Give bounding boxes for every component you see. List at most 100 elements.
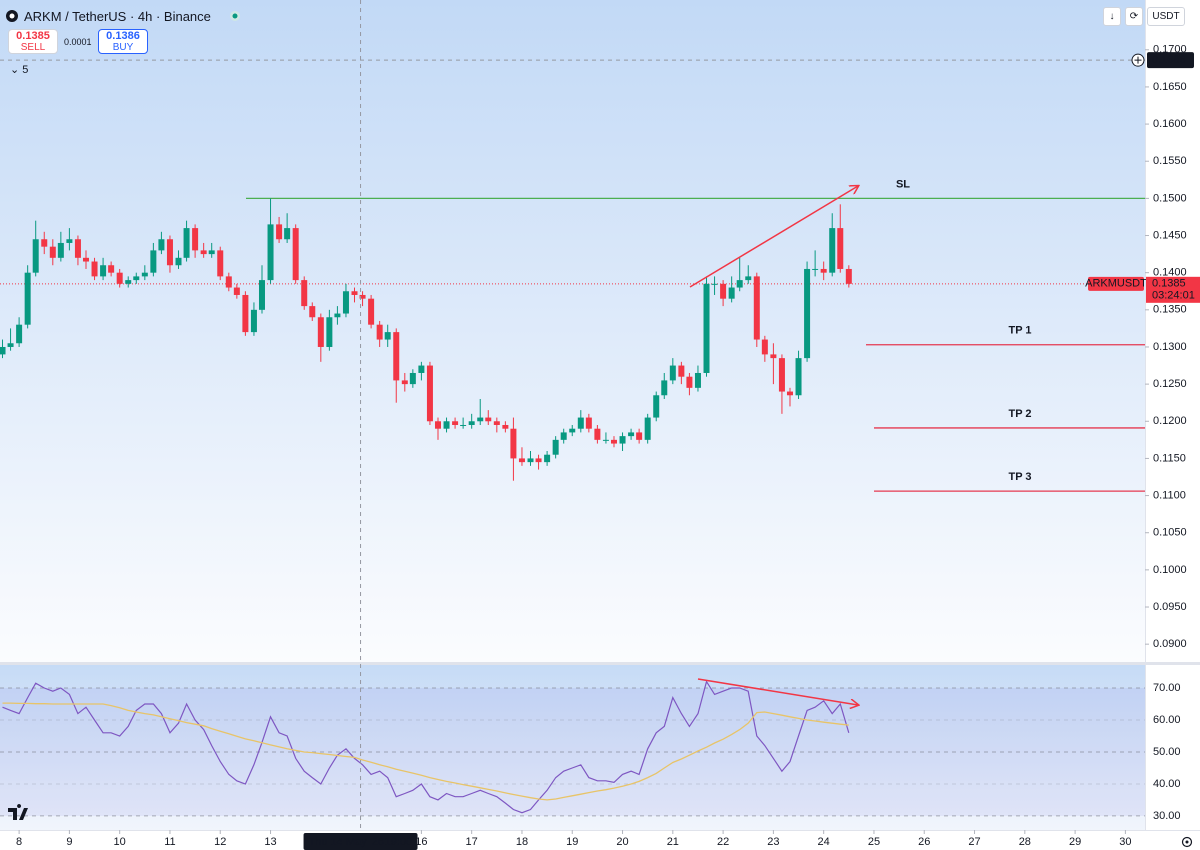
time-tick-label: 12 [214, 836, 226, 848]
price-tick-label: 0.0950 [1153, 601, 1187, 613]
level-label: TP 1 [1008, 325, 1031, 337]
candle-body [686, 376, 693, 388]
currency-button[interactable]: USDT [1147, 7, 1185, 26]
candle-body [334, 313, 341, 318]
rsi-tick-label: 50.00 [1153, 746, 1181, 758]
time-tick-label: 26 [918, 836, 930, 848]
candle-body [66, 239, 73, 243]
time-tick-label: 28 [1019, 836, 1031, 848]
candle-body [100, 265, 107, 277]
crosshair-y-box [1147, 52, 1194, 69]
candle-body [376, 324, 383, 340]
candle-body [401, 380, 408, 385]
rsi-tick-label: 70.00 [1153, 682, 1181, 694]
price-tick-label: 0.1150 [1153, 452, 1186, 464]
time-tick-label: 22 [717, 836, 729, 848]
candle-body [460, 424, 467, 426]
buy-button[interactable]: 0.1386 BUY [98, 29, 148, 54]
candle-body [225, 276, 232, 288]
candle-body [535, 458, 542, 463]
settings-icon[interactable] [1181, 836, 1193, 848]
crosshair-x-label: Thu 14 May '26 [309, 836, 384, 848]
spread: 0.0001 [64, 37, 92, 47]
candle-body [7, 343, 14, 347]
candle-body [745, 276, 752, 281]
time-tick-label: 23 [767, 836, 779, 848]
candle-body [552, 439, 559, 455]
level-label: TP 2 [1008, 408, 1031, 420]
candle-body [778, 358, 785, 392]
candle-body [233, 287, 240, 295]
candle-body [452, 421, 459, 425]
candle-body [342, 291, 349, 314]
candle-body [661, 380, 668, 396]
time-tick-label: 11 [164, 836, 175, 848]
candle-body [703, 283, 710, 373]
download-button[interactable]: ↓ [1103, 7, 1121, 26]
candle-body [276, 224, 283, 240]
candle-body [845, 268, 852, 284]
last-price-countdown: 03:24:01 [1152, 290, 1195, 302]
sell-button[interactable]: 0.1385 SELL [8, 29, 58, 54]
candle-body [217, 250, 224, 277]
main-pane [0, 0, 1145, 662]
price-tick-label: 0.1000 [1153, 564, 1187, 576]
time-tick-label: 27 [968, 836, 980, 848]
rsi-tick-label: 30.00 [1153, 810, 1181, 822]
refresh-button[interactable]: ⟳ [1125, 7, 1143, 26]
candle-body [619, 436, 626, 444]
candle-body [409, 372, 416, 385]
candle-body [628, 432, 635, 437]
candle-body [468, 421, 475, 425]
candle-body [74, 239, 81, 258]
candle-body [711, 283, 718, 285]
candle-body [820, 268, 827, 273]
candle-body [125, 280, 132, 284]
symbol-icon [6, 10, 18, 22]
time-tick-label: 24 [818, 836, 830, 848]
settings-icon-core [1185, 840, 1189, 844]
buy-label: BUY [112, 42, 134, 53]
crosshair-x-box [303, 833, 418, 850]
indicators-toggle[interactable]: ⌄ 5 [10, 64, 29, 76]
time-tick-label: 8 [16, 836, 22, 848]
candle-body [493, 421, 500, 425]
candle-body [610, 439, 617, 444]
time-tick-label: 17 [466, 836, 478, 848]
candle-body [309, 306, 316, 318]
candle-body [0, 346, 6, 355]
candle-body [426, 365, 433, 422]
candle-body [384, 332, 391, 340]
candle-body [418, 365, 425, 373]
last-price-label: 0.1385 [1152, 278, 1186, 290]
indicator-count: 5 [22, 64, 29, 76]
time-tick-label: 20 [616, 836, 628, 848]
crosshair-x-time: 19:00 [385, 836, 413, 848]
time-tick-label: 13 [264, 836, 276, 848]
price-tick-label: 0.1400 [1153, 267, 1187, 279]
candle-body [720, 283, 727, 299]
candle-body [761, 339, 768, 355]
candle-body [644, 417, 651, 440]
time-tick-label: 16 [415, 836, 427, 848]
sell-price: 0.1385 [16, 30, 50, 42]
rsi-tick-label: 40.00 [1153, 778, 1181, 790]
candle-body [166, 239, 173, 266]
time-tick-label: 25 [868, 836, 880, 848]
candle-body [150, 250, 157, 273]
candle-body [258, 280, 265, 310]
candle-body [57, 242, 64, 258]
candle-body [267, 224, 274, 281]
tv-logo [8, 804, 28, 820]
candle-body [393, 332, 400, 381]
price-tick-label: 0.1450 [1153, 229, 1187, 241]
price-tick-label: 0.0900 [1153, 638, 1187, 650]
candle-body [518, 458, 525, 463]
rsi-pane [0, 665, 1145, 830]
candle-body [317, 317, 324, 347]
candle-body [141, 272, 148, 277]
last-price-symbol-box [1088, 276, 1144, 291]
price-tick-label: 0.1250 [1153, 378, 1187, 390]
candle-body [569, 428, 576, 433]
candle-body [49, 246, 56, 258]
